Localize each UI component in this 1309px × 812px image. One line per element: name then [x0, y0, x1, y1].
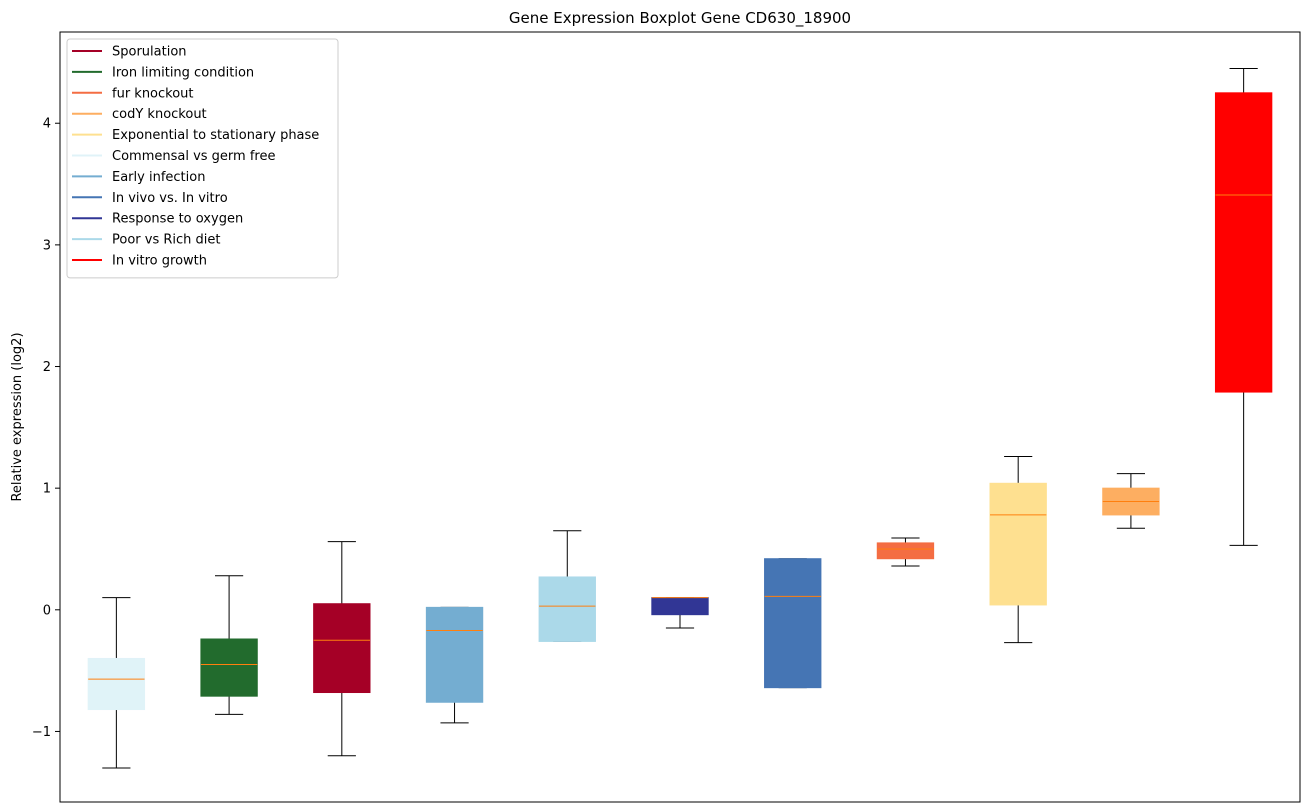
- box-body: [538, 576, 596, 642]
- box-in-vitro-growth: [1214, 67, 1273, 546]
- y-tick-label: 2: [43, 360, 51, 375]
- legend-label: In vitro growth: [112, 254, 207, 269]
- box-cody-knockout: [1102, 473, 1160, 529]
- box-body: [1214, 92, 1273, 393]
- legend-label: codY knockout: [112, 107, 207, 122]
- box-fur-knockout: [876, 537, 935, 567]
- box-exponential-to-stationary-phase: [989, 456, 1047, 644]
- legend-item: Iron limiting condition: [72, 65, 254, 80]
- y-axis: −1 0 1 2 3 4: [32, 117, 60, 740]
- y-axis-label: Relative expression (log2): [10, 332, 25, 501]
- legend-label: Exponential to stationary phase: [112, 128, 319, 143]
- box-body: [989, 482, 1047, 606]
- legend-label: Poor vs Rich diet: [112, 233, 220, 248]
- legend-item: Poor vs Rich diet: [72, 233, 220, 248]
- legend-item: fur knockout: [72, 86, 194, 101]
- legend-item: Early infection: [72, 170, 205, 185]
- box-body: [425, 606, 484, 703]
- chart-title: Gene Expression Boxplot Gene CD630_18900: [509, 9, 851, 28]
- box-in-vivo-vs-in-vitro: [764, 558, 822, 689]
- legend-item: In vitro growth: [72, 254, 207, 269]
- legend-item: Commensal vs germ free: [72, 149, 275, 164]
- legend-label: Sporulation: [112, 45, 187, 60]
- y-tick-label: −1: [32, 725, 51, 740]
- legend-item: Sporulation: [72, 45, 187, 60]
- legend-item: codY knockout: [72, 107, 207, 122]
- box-iron-limiting-condition: [200, 575, 258, 715]
- box-body: [87, 657, 146, 711]
- legend-label: Commensal vs germ free: [112, 149, 275, 164]
- legend-label: Iron limiting condition: [112, 65, 254, 80]
- box-body: [200, 638, 258, 697]
- legend-label: Early infection: [112, 170, 205, 185]
- box-response-to-oxygen: [651, 597, 709, 629]
- legend-item: Response to oxygen: [72, 212, 243, 227]
- legend-frame: [66, 38, 339, 279]
- box-commensal-vs-germ-free: [87, 597, 146, 769]
- legend: Sporulation Iron limiting condition fur kn…: [66, 38, 339, 279]
- box-early-infection: [425, 606, 484, 724]
- box-body: [764, 558, 822, 689]
- legend-item: In vivo vs. In vitro: [72, 191, 228, 206]
- box-body: [651, 597, 709, 616]
- legend-label: fur knockout: [112, 86, 194, 101]
- y-tick-label: 3: [43, 238, 51, 253]
- box-body: [876, 542, 935, 560]
- legend-label: Response to oxygen: [112, 212, 243, 227]
- plot-layer: [87, 67, 1273, 769]
- legend-label: In vivo vs. In vitro: [112, 191, 228, 206]
- legend-item: Exponential to stationary phase: [72, 128, 319, 143]
- box-body: [313, 603, 371, 694]
- box-sporulation: [313, 541, 371, 757]
- plot-frame: [59, 31, 1301, 803]
- y-tick-label: 4: [43, 117, 51, 132]
- box-poor-vs-rich-diet: [538, 530, 596, 642]
- y-tick-label: 0: [43, 603, 51, 618]
- y-tick-label: 1: [43, 482, 51, 497]
